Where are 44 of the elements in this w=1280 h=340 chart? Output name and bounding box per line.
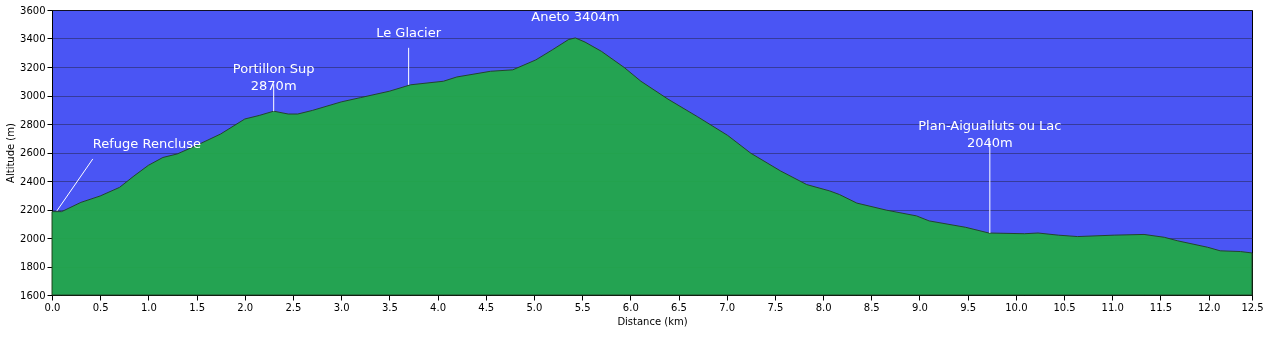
y-tick-label: 3400 — [20, 33, 46, 44]
x-tick-label: 5.5 — [574, 301, 591, 313]
y-tick-label: 3600 — [20, 4, 46, 16]
x-tick-label: 1.0 — [140, 301, 157, 313]
x-tick-label: 12.0 — [1197, 301, 1221, 313]
y-tick-label: 3000 — [20, 90, 46, 101]
y-tick-label: 2400 — [20, 175, 46, 187]
y-tick-label: 2000 — [20, 232, 46, 244]
x-tick-label: 8.5 — [863, 301, 880, 313]
y-axis-title: Altitude (m) — [5, 123, 17, 183]
y-tick-label: 2200 — [20, 204, 46, 215]
y-tick-label: 1800 — [20, 261, 46, 272]
x-tick-label: 2.5 — [285, 301, 302, 313]
y-tick-label: 2600 — [20, 147, 46, 158]
x-tick-label: 11.0 — [1101, 301, 1124, 313]
x-tick-label: 3.5 — [381, 301, 398, 313]
annotation: Plan-Aigualluts ou Lac 2040m — [918, 118, 1062, 151]
x-tick-label: 7.5 — [767, 301, 784, 313]
x-tick-label: 9.5 — [960, 301, 977, 313]
y-tick-label: 2800 — [20, 118, 46, 130]
annotation: Refuge Rencluse — [92, 135, 201, 151]
x-tick-label: 10.5 — [1053, 301, 1076, 313]
y-tick-label: 3200 — [20, 61, 46, 73]
x-tick-label: 0.5 — [92, 301, 109, 313]
annotation: Portillon Sup 2870m — [232, 61, 315, 94]
x-tick-label: 5.0 — [526, 301, 543, 313]
x-tick-label: 4.0 — [430, 301, 446, 313]
x-tick-label: 6.0 — [622, 301, 639, 313]
y-tick-label: 1600 — [20, 289, 46, 301]
x-tick-label: 6.5 — [671, 301, 687, 313]
x-axis-title: Distance (km) — [617, 315, 688, 327]
x-tick-label: 12.5 — [1241, 301, 1264, 313]
x-tick-label: 8.0 — [815, 301, 832, 313]
x-tick-label: 2.0 — [237, 301, 254, 313]
x-tick-label: 3.0 — [333, 301, 350, 313]
x-tick-label: 9.0 — [912, 301, 928, 313]
x-tick-label: 4.5 — [478, 301, 495, 313]
annotation: Aneto 3404m — [531, 8, 620, 24]
x-tick-label: 11.5 — [1149, 301, 1173, 313]
x-tick-label: 10.0 — [1005, 301, 1028, 313]
x-tick-label: 7.0 — [719, 301, 736, 313]
x-tick-label: 1.5 — [189, 301, 206, 313]
annotation: Le Glacier — [376, 24, 442, 40]
x-tick-label: 0.0 — [44, 301, 61, 313]
